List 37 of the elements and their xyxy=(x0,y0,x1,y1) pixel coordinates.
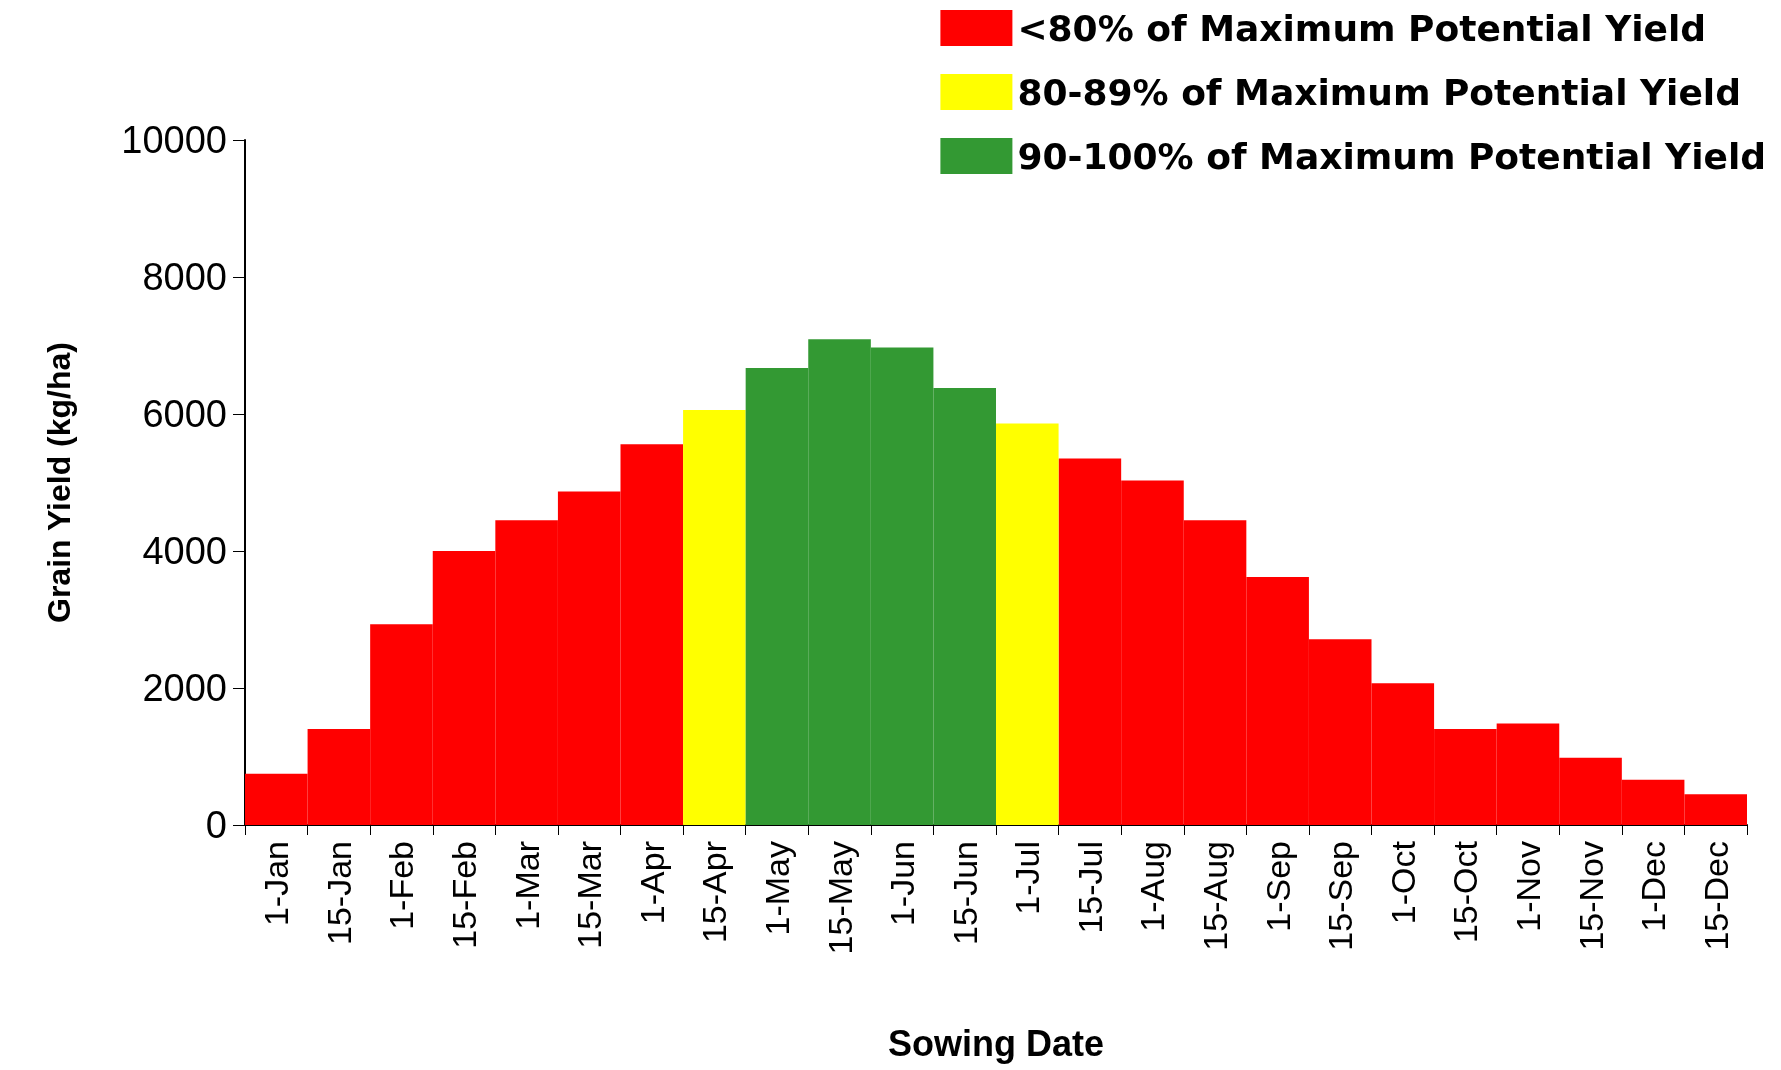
y-tick-label: 4000 xyxy=(142,530,227,572)
x-tick-label: 15-Apr xyxy=(695,841,734,944)
bar xyxy=(996,423,1059,825)
y-tick-label: 6000 xyxy=(142,393,227,435)
x-tick-label: 15-Jul xyxy=(1070,841,1109,934)
y-tick-label: 0 xyxy=(205,804,227,846)
x-tick-label: 1-May xyxy=(757,841,796,936)
y-tick-label: 8000 xyxy=(142,256,227,298)
x-tick-label: 15-Feb xyxy=(445,841,484,949)
x-tick-label: 15-Sep xyxy=(1321,841,1360,951)
legend-label: 90-100% of Maximum Potential Yield xyxy=(1017,135,1767,177)
x-tick-label: 15-Jan xyxy=(319,841,358,945)
x-tick-label: 1-Feb xyxy=(382,841,421,930)
x-tick-label: 1-Jun xyxy=(883,841,922,927)
bar xyxy=(683,409,746,825)
x-tick-label: 15-Aug xyxy=(1196,841,1235,951)
y-tick-label: 10000 xyxy=(121,119,227,161)
x-tick-label: 15-Nov xyxy=(1571,841,1610,951)
x-tick-label: 15-May xyxy=(820,841,859,955)
x-tick-label: 1-Dec xyxy=(1634,841,1673,932)
x-tick-label: 15-Oct xyxy=(1446,840,1485,944)
x-tick-label: 1-Nov xyxy=(1508,841,1547,932)
y-tick-label: 2000 xyxy=(142,667,227,709)
x-tick-label: 15-Jun xyxy=(945,841,984,945)
x-tick-label: 15-Mar xyxy=(570,841,609,949)
x-tick-label: 15-Dec xyxy=(1696,841,1735,951)
x-tick-label: 1-Jul xyxy=(1008,841,1047,915)
x-axis-title: Sowing Date xyxy=(887,1022,1105,1064)
x-tick-label: 1-Apr xyxy=(632,841,671,925)
x-tick-label: 1-Jan xyxy=(257,841,296,927)
x-tick-label: 1-Mar xyxy=(507,841,546,930)
legend-label: 80-89% of Maximum Potential Yield xyxy=(1017,71,1741,113)
y-axis-title: Grain Yield (kg/ha) xyxy=(41,342,77,623)
x-tick-label: 1-Aug xyxy=(1133,841,1172,932)
x-tick-label: 1-Oct xyxy=(1383,840,1422,925)
x-tick-label: 1-Sep xyxy=(1258,841,1297,932)
legend-label: <80% of Maximum Potential Yield xyxy=(1017,7,1707,49)
